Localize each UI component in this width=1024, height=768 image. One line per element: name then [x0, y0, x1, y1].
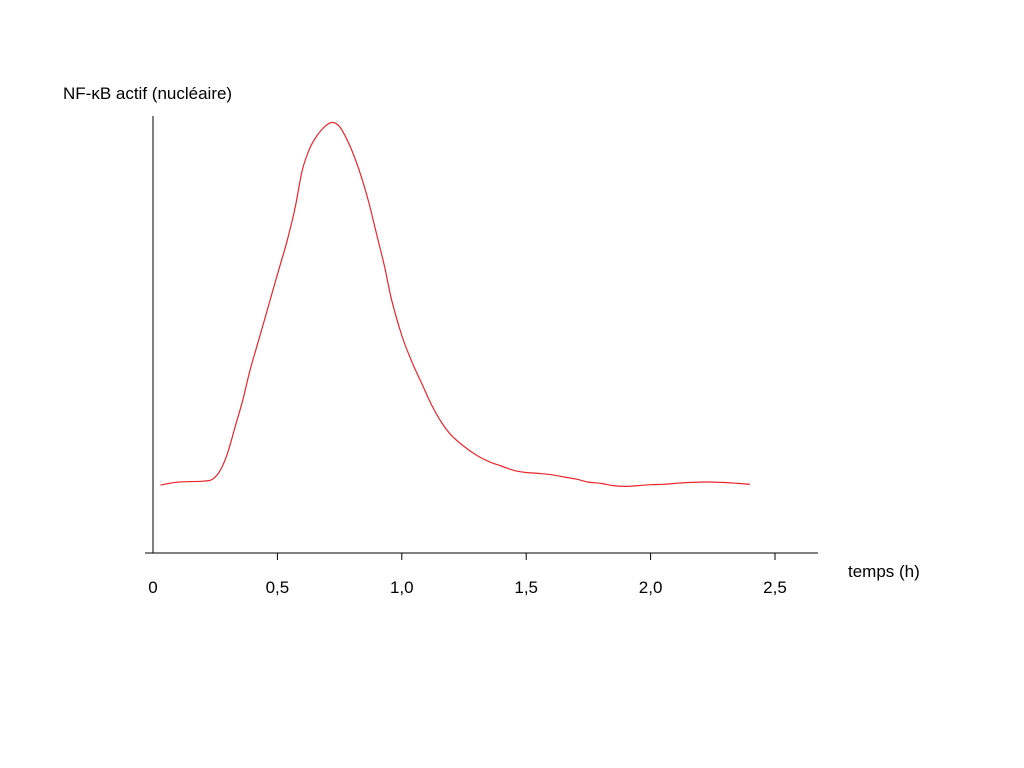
series-line — [160, 121, 751, 488]
x-tick-label: 1,0 — [390, 578, 414, 597]
x-tick-label: 2,0 — [639, 578, 663, 597]
x-axis-title: temps (h) — [848, 562, 920, 581]
x-tick-label: 1,5 — [514, 578, 538, 597]
x-tick-label: 2,5 — [763, 578, 787, 597]
chart-plot-area: 0 0,5 1,0 1,5 2,0 2,5 — [145, 116, 818, 597]
x-tick-label: 0,5 — [266, 578, 290, 597]
y-axis-title: NF-κB actif (nucléaire) — [63, 84, 232, 103]
x-ticks: 0 0,5 1,0 1,5 2,0 2,5 — [148, 553, 787, 597]
x-tick-label: 0 — [148, 578, 157, 597]
